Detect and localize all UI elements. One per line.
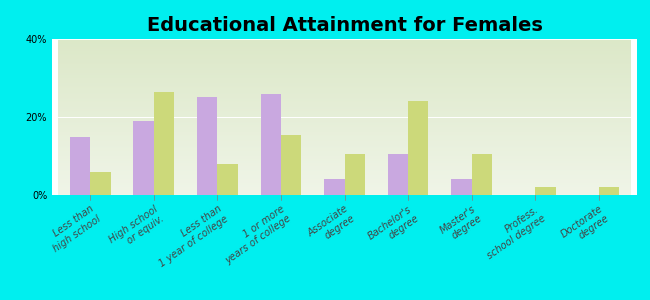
Bar [324,179,345,195]
Bar [388,154,408,195]
Bar [451,179,472,195]
Bar [154,92,174,195]
Text: 1 or more
years of college: 1 or more years of college [217,204,293,266]
Bar [281,134,301,195]
Bar [599,187,619,195]
Bar [472,154,492,195]
Text: Bachelor's
degree: Bachelor's degree [367,204,421,251]
Text: Less than
1 year of college: Less than 1 year of college [150,204,229,269]
Title: Educational Attainment for Females: Educational Attainment for Females [146,16,543,35]
Text: Associate
degree: Associate degree [306,204,357,249]
Bar [133,121,154,195]
Bar [197,98,217,195]
Bar [261,94,281,195]
Text: High school
or equiv.: High school or equiv. [107,204,166,254]
Bar [535,187,556,195]
Text: Master's
degree: Master's degree [438,204,484,245]
Bar [408,101,428,195]
Text: Profess.
school degree: Profess. school degree [479,204,548,261]
Text: Doctorate
degree: Doctorate degree [559,204,611,250]
Bar [70,136,90,195]
Bar [90,172,110,195]
Text: Less than
high school: Less than high school [44,204,103,254]
Bar [217,164,238,195]
Bar [344,154,365,195]
